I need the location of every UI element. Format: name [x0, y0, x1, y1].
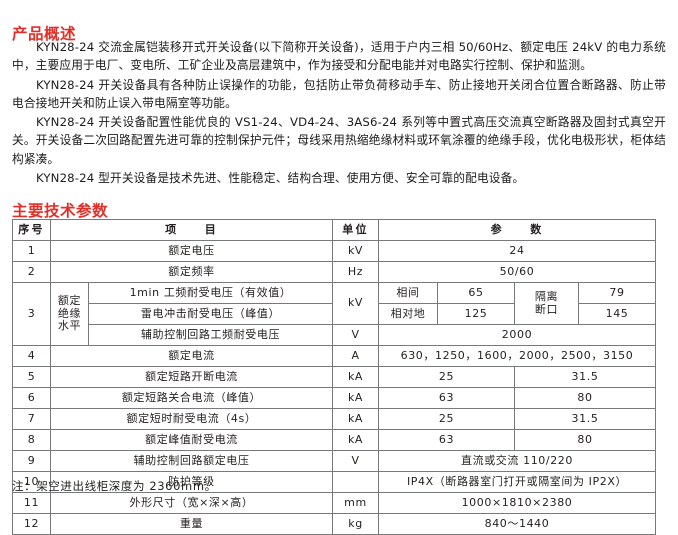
table-row: 1 额定电压 kV 24 — [12, 240, 656, 262]
table-row: 9 辅助控制回路额定电压 V 直流或交流 110/220 — [12, 450, 656, 472]
section-heading-overview: 产品概述 — [12, 24, 77, 43]
row-index: 7 — [12, 408, 51, 430]
row-value-right: 31.5 — [514, 408, 656, 430]
row-unit: kg — [332, 513, 379, 535]
row-unit: V — [332, 450, 379, 472]
document-page: 产品概述 KYN28-24 交流金属铠装移开式开关设备(以下简称开关设备)，适用… — [12, 24, 666, 535]
table-row: 辅助控制回路工频耐受电压 V 2000 — [13, 324, 656, 346]
row-value-right: 80 — [514, 387, 656, 409]
row-value-b: 79 — [578, 282, 656, 304]
group-label-line: 绝缘 — [57, 306, 82, 320]
table-row: 8 额定峰值耐受电流 kA 63 80 — [12, 429, 656, 451]
row-item: 防护等级 — [50, 471, 333, 493]
overview-paragraph-4: KYN28-24 型开关设备是技术先进、性能稳定、结构合理、使用方便、安全可靠的… — [36, 171, 525, 186]
scope-b-line: 隔离 — [534, 289, 559, 303]
row-item: 额定短时耐受电流（4s） — [50, 408, 333, 430]
row-index: 1 — [12, 240, 51, 262]
table-row: 雷电冲击耐受电压（峰值） 相对地 125 145 — [13, 303, 656, 325]
row-item: 额定电压 — [50, 240, 333, 262]
row-unit: kA — [332, 366, 379, 388]
row-value-left: 25 — [378, 366, 515, 388]
group-label-line: 水平 — [57, 319, 82, 333]
overview-paragraph-3: KYN28-24 开关设备配置性能优良的 VS1-24、VD4-24、3AS6-… — [12, 115, 666, 166]
table-row: 12 重量 kg 840～1440 — [12, 513, 656, 535]
row-unit: mm — [332, 492, 379, 514]
row-index: 3 — [12, 282, 51, 346]
row-unit: kV — [332, 240, 379, 262]
row-value-right: 31.5 — [514, 366, 656, 388]
table-note: 注：架空进出线柜深度为 2360mm。 — [12, 479, 217, 493]
row-param: 630，1250，1600，2000，2500，3150 — [378, 345, 656, 367]
row-item: 外形尺寸（宽×深×高） — [50, 492, 333, 514]
row-param: IP4X（断路器室门打开或隔室间为 IP2X） — [378, 471, 656, 493]
row-index: 4 — [12, 345, 51, 367]
overview-paragraphs: KYN28-24 交流金属铠装移开式开关设备(以下简称开关设备)，适用于户内三相… — [12, 38, 666, 188]
scope-b-line: 断口 — [534, 302, 559, 316]
table-row: 6 额定短路关合电流（峰值） kA 63 80 — [12, 387, 656, 409]
row-unit: kA — [332, 387, 379, 409]
row-item: 额定电流 — [50, 345, 333, 367]
overview-paragraph-1: KYN28-24 交流金属铠装移开式开关设备(以下简称开关设备)，适用于户内三相… — [12, 40, 666, 73]
row-unit: A — [332, 345, 379, 367]
row-index: 2 — [12, 261, 51, 283]
table-row: 3 额定 绝缘 水平 1min 工频耐受电压（有效值） kV 相间 65 隔离 … — [12, 282, 656, 346]
row-item: 重量 — [50, 513, 333, 535]
overview-paragraph-2: KYN28-24 开关设备具有各种防止误操作的功能，包括防止带负荷移动手车、防止… — [12, 77, 666, 110]
row-scope-a: 相对地 — [378, 303, 438, 325]
section-heading-specs: 主要技术参数 — [12, 201, 109, 220]
table-row: 7 额定短时耐受电流（4s） kA 25 31.5 — [12, 408, 656, 430]
table-row: 10 防护等级 IP4X（断路器室门打开或隔室间为 IP2X） — [12, 471, 656, 493]
spec-table-head: 序号 项 目 单位 参 数 — [12, 219, 656, 241]
row-param: 直流或交流 110/220 — [378, 450, 656, 472]
group-label-line: 额定 — [57, 294, 82, 308]
table-row: 11 外形尺寸（宽×深×高） mm 1000×1810×2380 — [12, 492, 656, 514]
row-value-b: 145 — [578, 303, 656, 325]
row-value-right: 80 — [514, 429, 656, 451]
row-scope-a: 相间 — [378, 282, 438, 304]
row-index: 9 — [12, 450, 51, 472]
row-index: 8 — [12, 429, 51, 451]
row-unit: V — [332, 324, 379, 346]
row-subitem: 1min 工频耐受电压（有效值） — [88, 282, 333, 304]
row-index: 12 — [12, 513, 51, 535]
row-index: 5 — [12, 366, 51, 388]
row-param: 50/60 — [378, 261, 656, 283]
table-header-row: 序号 项 目 单位 参 数 — [12, 219, 656, 241]
row-unit: kV — [332, 282, 379, 325]
row-subitem: 辅助控制回路工频耐受电压 — [88, 324, 333, 346]
row-item: 额定峰值耐受电流 — [50, 429, 333, 451]
row-item: 额定频率 — [50, 261, 333, 283]
row-subitem: 雷电冲击耐受电压（峰值） — [88, 303, 333, 325]
row-value-a: 125 — [437, 303, 515, 325]
row-item: 额定短路关合电流（峰值） — [50, 387, 333, 409]
row-value-left: 25 — [378, 408, 515, 430]
row-value-a: 65 — [437, 282, 515, 304]
table-row: 2 额定频率 Hz 50/60 — [12, 261, 656, 283]
row-unit: kA — [332, 408, 379, 430]
table-row: 4 额定电流 A 630，1250，1600，2000，2500，3150 — [12, 345, 656, 367]
header-unit: 单位 — [332, 219, 379, 241]
header-index: 序号 — [12, 219, 51, 241]
header-param: 参 数 — [378, 219, 656, 241]
row-unit: Hz — [332, 261, 379, 283]
row-item: 额定短路开断电流 — [50, 366, 333, 388]
row-unit — [332, 471, 379, 493]
table-row: 5 额定短路开断电流 kA 25 31.5 — [12, 366, 656, 388]
row-param: 2000 — [378, 324, 656, 346]
row-value-left: 63 — [378, 387, 515, 409]
row-index: 11 — [12, 492, 51, 514]
header-item: 项 目 — [50, 219, 333, 241]
row-param: 24 — [378, 240, 656, 262]
row-param: 1000×1810×2380 — [378, 492, 656, 514]
row-index: 6 — [12, 387, 51, 409]
row-scope-b: 隔离 断口 — [514, 282, 579, 325]
row-group-label: 额定 绝缘 水平 — [50, 282, 89, 346]
row-item: 辅助控制回路额定电压 — [50, 450, 333, 472]
row-value-left: 63 — [378, 429, 515, 451]
row-param: 840～1440 — [378, 513, 656, 535]
row-unit: kA — [332, 429, 379, 451]
